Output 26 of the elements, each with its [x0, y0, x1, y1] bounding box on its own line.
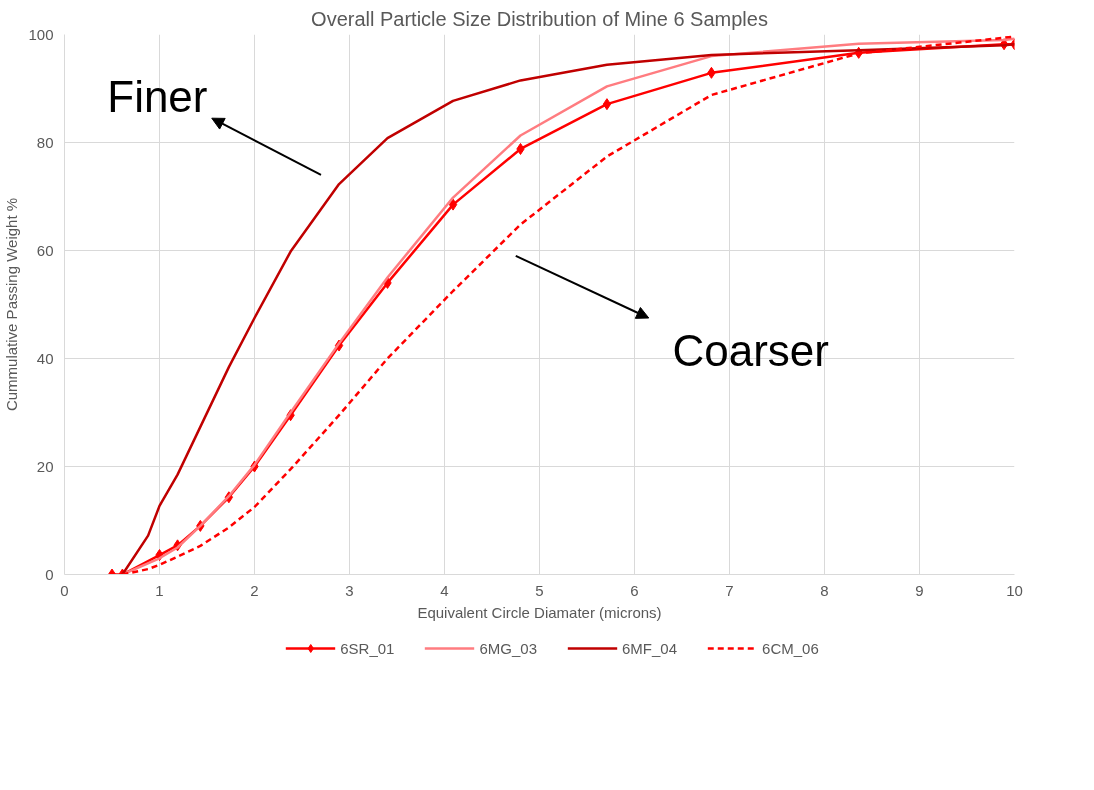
y-tick-label: 40: [36, 349, 54, 367]
x-tick-label: 5: [535, 581, 544, 599]
annotation: Finer: [107, 71, 208, 121]
legend-label: 6CM_06: [762, 639, 819, 657]
x-tick-label: 8: [820, 581, 829, 599]
y-tick-label: 0: [45, 565, 54, 583]
y-tick-label: 20: [36, 457, 54, 475]
legend-label: 6MG_03: [479, 639, 538, 657]
x-tick-label: 3: [345, 581, 354, 599]
x-axis-title: Equivalent Circle Diamater (microns): [417, 603, 662, 621]
y-tick-label: 60: [36, 241, 54, 259]
x-tick-label: 6: [630, 581, 639, 599]
x-tick-label: 1: [155, 581, 164, 599]
x-tick-label: 2: [250, 581, 259, 599]
chart-title: Overall Particle Size Distribution of Mine 6 Samples: [311, 7, 768, 30]
x-tick-label: 4: [440, 581, 449, 599]
x-tick-label: 10: [1006, 581, 1023, 599]
x-tick-label: 7: [725, 581, 734, 599]
y-tick-label: 80: [36, 133, 54, 151]
legend-label: 6MF_04: [622, 639, 678, 657]
y-axis-title: Cummulative Passing Weight %: [3, 197, 21, 412]
x-tick-label: 0: [60, 581, 69, 599]
x-tick-label: 9: [915, 581, 924, 599]
legend-label: 6SR_01: [340, 639, 395, 657]
y-tick-label: 100: [28, 25, 54, 43]
annotation: Coarser: [672, 325, 829, 375]
